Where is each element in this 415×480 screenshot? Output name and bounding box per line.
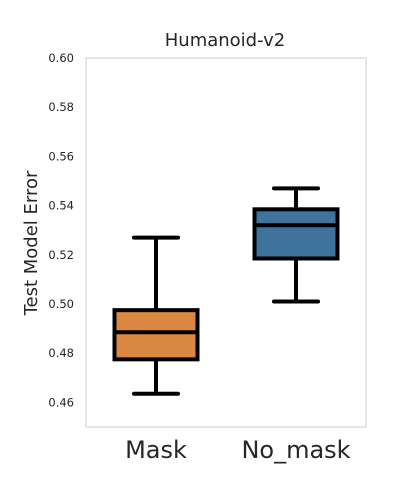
y-tick-label: 0.60 — [48, 51, 74, 65]
plot-area-frame — [85, 57, 367, 428]
chart-title: Humanoid-v2 — [165, 30, 285, 51]
y-tick-label: 0.54 — [48, 199, 74, 213]
y-tick-label: 0.56 — [48, 149, 74, 163]
y-tick-label: 0.52 — [48, 248, 74, 262]
y-tick-label: 0.58 — [48, 100, 74, 114]
y-axis-ticks: 0.46 0.48 0.50 0.52 0.54 0.56 0.58 0.60 — [48, 51, 74, 409]
box-series — [112, 186, 340, 396]
y-tick-label: 0.46 — [48, 395, 74, 409]
y-tick-label: 0.50 — [48, 297, 74, 311]
x-tick-label: No_mask — [241, 436, 350, 464]
box-no-mask — [252, 186, 340, 304]
x-axis-ticks: Mask No_mask — [125, 436, 351, 464]
interquartile-box — [252, 207, 340, 261]
y-axis-label: Test Model Error — [21, 170, 42, 316]
interquartile-box — [112, 308, 200, 362]
y-tick-label: 0.48 — [48, 346, 74, 360]
x-tick-label: Mask — [125, 436, 187, 464]
box-mask — [112, 235, 200, 396]
